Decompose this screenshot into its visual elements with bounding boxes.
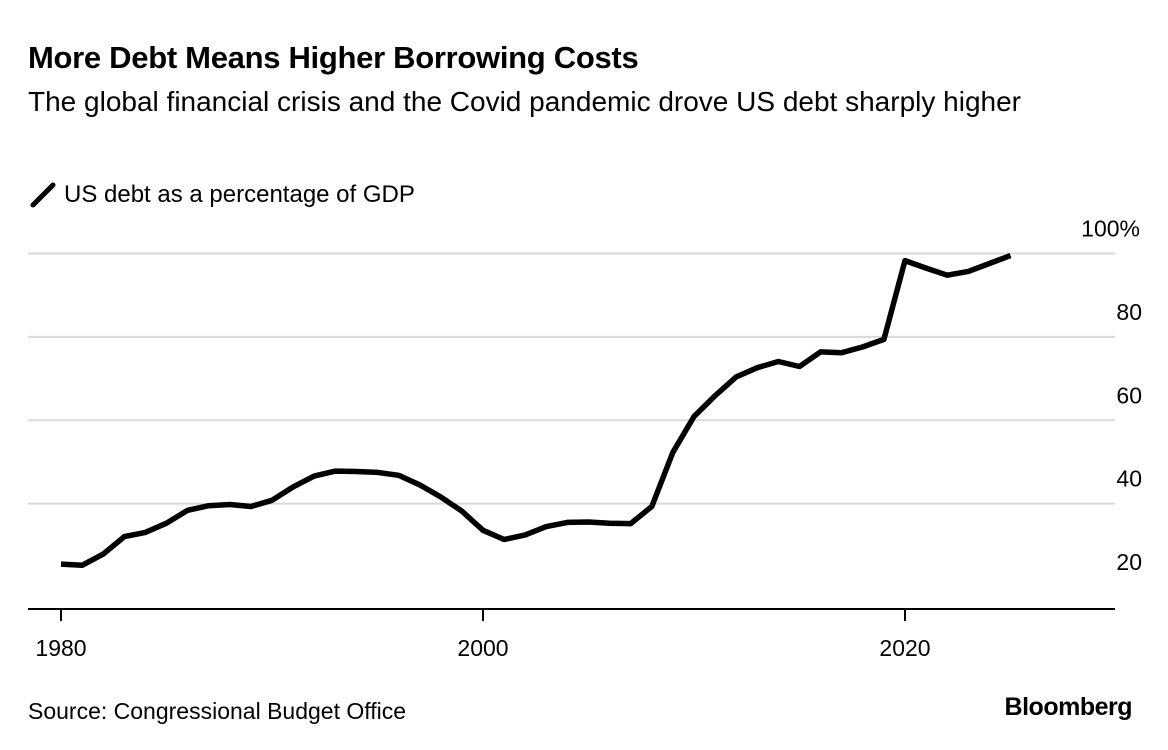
x-tick-label: 1980	[35, 635, 86, 661]
y-tick-label: 40	[1116, 466, 1142, 492]
y-tick-label: 60	[1116, 382, 1142, 408]
bloomberg-logo: Bloomberg	[1004, 693, 1133, 721]
x-tick-label: 2020	[879, 635, 930, 661]
chart-subtitle: The global financial crisis and the Covi…	[28, 86, 1021, 117]
line-segment-icon	[30, 182, 56, 208]
legend: US debt as a percentage of GDP	[28, 178, 415, 212]
y-tick-label: 100%	[1081, 216, 1140, 242]
chart-title: More Debt Means Higher Borrowing Costs	[28, 40, 639, 75]
gridlines	[28, 252, 1115, 505]
x-tick-label: 2000	[457, 635, 508, 661]
y-tick-label: 80	[1116, 299, 1142, 325]
series-lines	[60, 253, 1012, 569]
y-tick-label: 20	[1116, 549, 1142, 575]
y-axis-tick-labels: 20 40 60 80 100%	[1081, 216, 1142, 576]
x-axis: 1980 2000 2020	[28, 608, 1115, 661]
legend-label: US debt as a percentage of GDP	[64, 181, 415, 208]
series-line-us-debt	[60, 253, 1012, 569]
source-note: Source: Congressional Budget Office	[28, 698, 407, 724]
